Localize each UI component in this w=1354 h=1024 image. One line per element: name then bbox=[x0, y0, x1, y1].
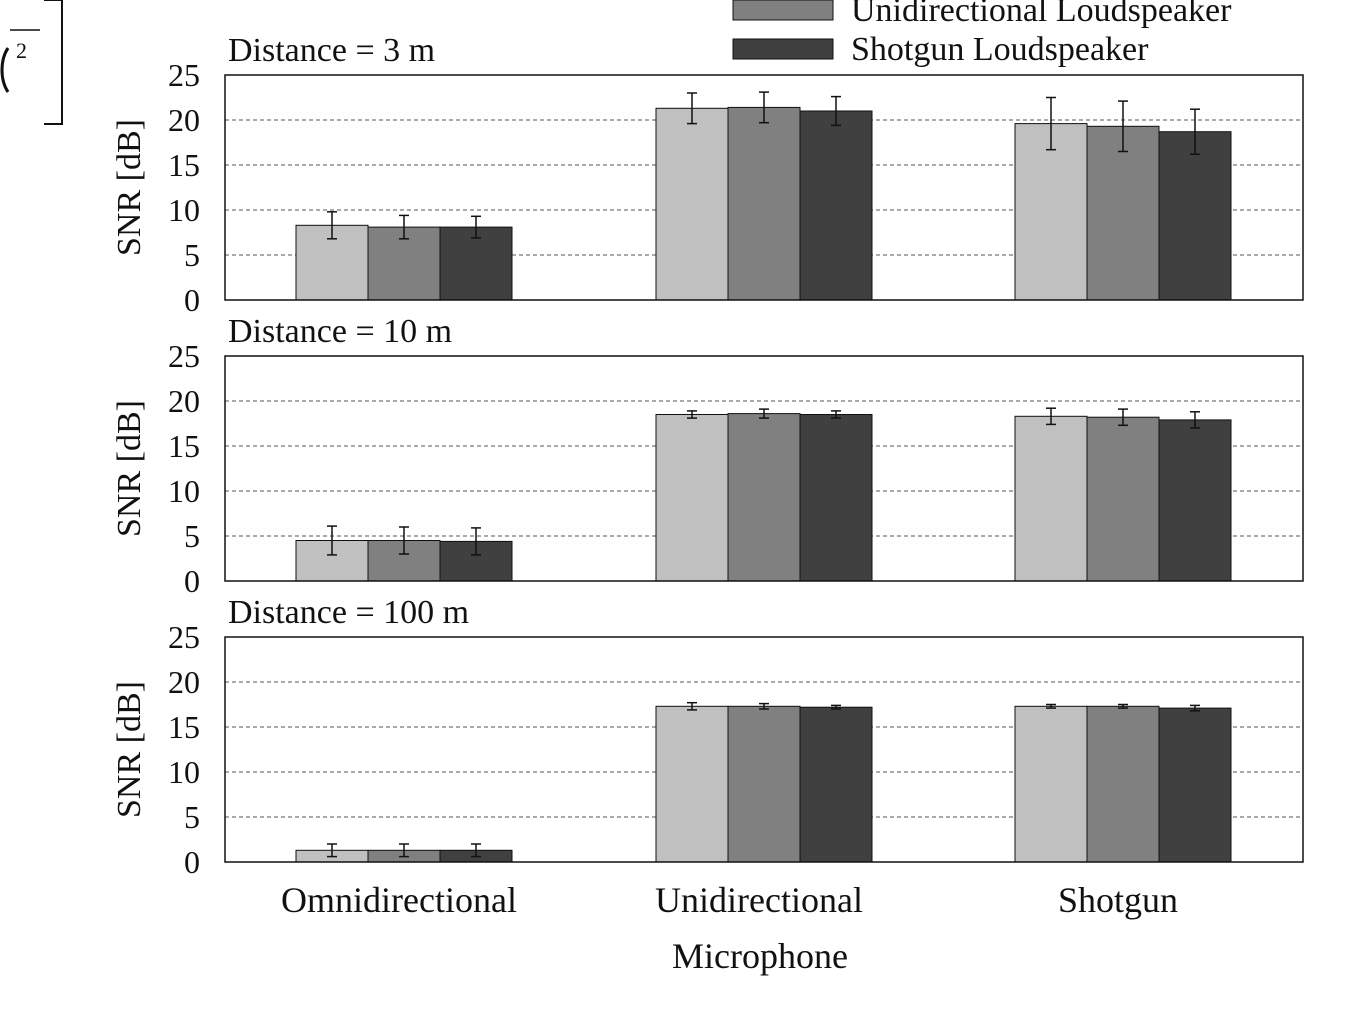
error-bar bbox=[1046, 703, 1056, 709]
error-bar bbox=[471, 527, 481, 556]
chart-panel: Distance = 10 m SNR [dB] 0 5 10 15 20 25 bbox=[111, 313, 1304, 599]
error-bar bbox=[399, 843, 409, 858]
error-bar bbox=[1190, 108, 1200, 155]
y-tick-label: 15 bbox=[168, 428, 200, 464]
legend-swatch bbox=[732, 38, 834, 60]
legend-entry: Shotgun Loudspeaker bbox=[732, 31, 1149, 68]
bar bbox=[799, 706, 873, 863]
bar bbox=[727, 413, 801, 582]
legend-entry: Unidirectional Loudspeaker bbox=[732, 0, 1232, 29]
error-bar bbox=[687, 410, 697, 419]
y-tick-label: 15 bbox=[168, 147, 200, 183]
error-bar bbox=[1118, 408, 1128, 427]
bar bbox=[655, 107, 729, 301]
bar bbox=[1158, 419, 1232, 582]
plot-frame bbox=[224, 355, 1304, 582]
error-bar bbox=[1190, 411, 1200, 429]
x-tick-label: Unidirectional bbox=[655, 880, 863, 920]
panel-title: Distance = 100 m bbox=[228, 594, 469, 631]
bracket-fragment bbox=[44, 0, 63, 125]
y-tick-label: 15 bbox=[168, 709, 200, 745]
error-bar bbox=[1046, 96, 1056, 151]
y-tick-label: 20 bbox=[168, 383, 200, 419]
chart-panel: Distance = 3 m SNR [dB] 0 5 10 15 20 25 bbox=[111, 32, 1304, 318]
bar bbox=[1086, 705, 1160, 863]
x-tick-label: Omnidirectional bbox=[281, 880, 517, 920]
error-bar bbox=[831, 95, 841, 127]
error-bar bbox=[687, 701, 697, 711]
bar bbox=[1086, 125, 1160, 301]
error-bar bbox=[831, 410, 841, 419]
panel-title: Distance = 3 m bbox=[228, 32, 435, 69]
y-tick-label: 25 bbox=[168, 619, 200, 655]
bar bbox=[1014, 705, 1088, 863]
x-tick-label: Shotgun bbox=[1058, 880, 1178, 920]
error-bar bbox=[471, 843, 481, 858]
page-fragment: 2 bbox=[0, 0, 63, 125]
bar bbox=[1014, 415, 1088, 582]
y-axis-label: SNR [dB] bbox=[111, 400, 148, 537]
y-tick-label: 5 bbox=[184, 237, 200, 273]
plot-frame bbox=[224, 74, 1304, 301]
y-tick-label: 10 bbox=[168, 473, 200, 509]
error-bar bbox=[399, 526, 409, 555]
error-bar bbox=[759, 702, 769, 710]
error-bar bbox=[759, 91, 769, 124]
x-axis: Omnidirectional Unidirectional Shotgun Micr… bbox=[281, 880, 1178, 976]
legend-swatch bbox=[732, 0, 834, 21]
bar bbox=[1086, 416, 1160, 582]
y-tick-label: 5 bbox=[184, 518, 200, 554]
error-bar bbox=[1046, 407, 1056, 426]
y-tick-label: 0 bbox=[184, 282, 200, 318]
error-bar bbox=[399, 214, 409, 240]
error-bar bbox=[471, 215, 481, 239]
plot-frame bbox=[224, 636, 1304, 863]
x-axis-label: Microphone bbox=[672, 936, 848, 976]
bar bbox=[1158, 131, 1232, 301]
error-bar bbox=[1190, 704, 1200, 712]
error-bar bbox=[327, 211, 337, 240]
bar bbox=[655, 705, 729, 863]
y-tick-label: 25 bbox=[168, 338, 200, 374]
legend-label: Shotgun Loudspeaker bbox=[851, 31, 1149, 68]
bar bbox=[727, 705, 801, 863]
y-tick-label: 0 bbox=[184, 563, 200, 599]
bar bbox=[439, 226, 513, 301]
error-bar bbox=[327, 525, 337, 556]
chart-panel: Distance = 100 m SNR [dB] 0 5 10 15 20 25 bbox=[111, 594, 1304, 880]
y-tick-label: 0 bbox=[184, 844, 200, 880]
y-tick-label: 10 bbox=[168, 192, 200, 228]
bar bbox=[799, 414, 873, 582]
y-axis-label: SNR [dB] bbox=[111, 681, 148, 818]
error-bar bbox=[327, 843, 337, 858]
y-tick-label: 10 bbox=[168, 754, 200, 790]
y-tick-label: 25 bbox=[168, 57, 200, 93]
legend-label: Unidirectional Loudspeaker bbox=[851, 0, 1232, 29]
y-tick-label: 5 bbox=[184, 799, 200, 835]
brace-fragment bbox=[0, 47, 10, 93]
bar bbox=[655, 414, 729, 582]
error-bar bbox=[831, 704, 841, 710]
superscript-fragment: 2 bbox=[16, 38, 27, 63]
y-axis-label: SNR [dB] bbox=[111, 119, 148, 256]
y-tick-label: 20 bbox=[168, 102, 200, 138]
bar bbox=[1158, 707, 1232, 863]
bar bbox=[727, 106, 801, 301]
bar bbox=[799, 110, 873, 301]
panel-title: Distance = 10 m bbox=[228, 313, 452, 350]
error-bar bbox=[1118, 100, 1128, 153]
y-tick-label: 20 bbox=[168, 664, 200, 700]
error-bar bbox=[759, 408, 769, 419]
error-bar bbox=[1118, 703, 1128, 709]
error-bar bbox=[687, 92, 697, 125]
